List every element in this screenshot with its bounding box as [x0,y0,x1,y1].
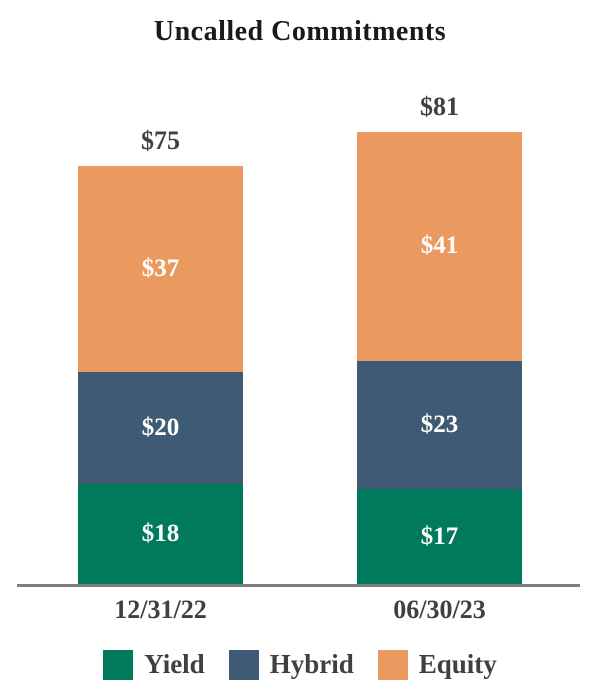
segment-value-label: $20 [141,413,180,441]
x-axis-line [17,584,580,587]
x-axis-label: 12/31/22 [114,595,207,624]
bar-total-label: $75 [141,125,180,155]
bar-segment-equity: $37 [78,165,243,372]
bar-segment-yield: $18 [78,483,243,584]
legend-item-equity: Equity [377,649,497,680]
legend-label: Hybrid [269,649,354,679]
bar-segment-equity: $41 [357,132,522,361]
bar-column: $81 $41 $23 $17 [357,92,522,584]
bar-segment-hybrid: $23 [357,360,522,490]
segment-value-label: $41 [420,232,459,260]
legend-item-hybrid: Hybrid [228,649,354,680]
legend-label: Equity [418,649,497,679]
bar-segment-yield: $17 [357,489,522,584]
bar-segment-hybrid: $20 [78,371,243,484]
chart-title: Uncalled Commitments [153,16,447,47]
legend: Yield Hybrid Equity [0,649,600,680]
x-axis-label: 06/30/23 [393,595,486,624]
legend-swatch-icon [103,649,134,680]
bar-total-label: $81 [420,92,459,122]
legend-item-yield: Yield [103,649,205,680]
segment-value-label: $23 [420,410,459,438]
bar-column: $75 $37 $20 $18 [78,126,243,584]
x-axis-labels: 12/31/22 06/30/23 [0,595,600,625]
legend-swatch-icon [377,649,408,680]
plot-area: $75 $37 $20 $18 $81 $41 $23 $17 [0,52,600,584]
segment-value-label: $18 [141,519,180,547]
legend-label: Yield [144,649,205,679]
segment-value-label: $17 [420,522,459,550]
legend-swatch-icon [228,649,259,680]
segment-value-label: $37 [141,254,180,282]
